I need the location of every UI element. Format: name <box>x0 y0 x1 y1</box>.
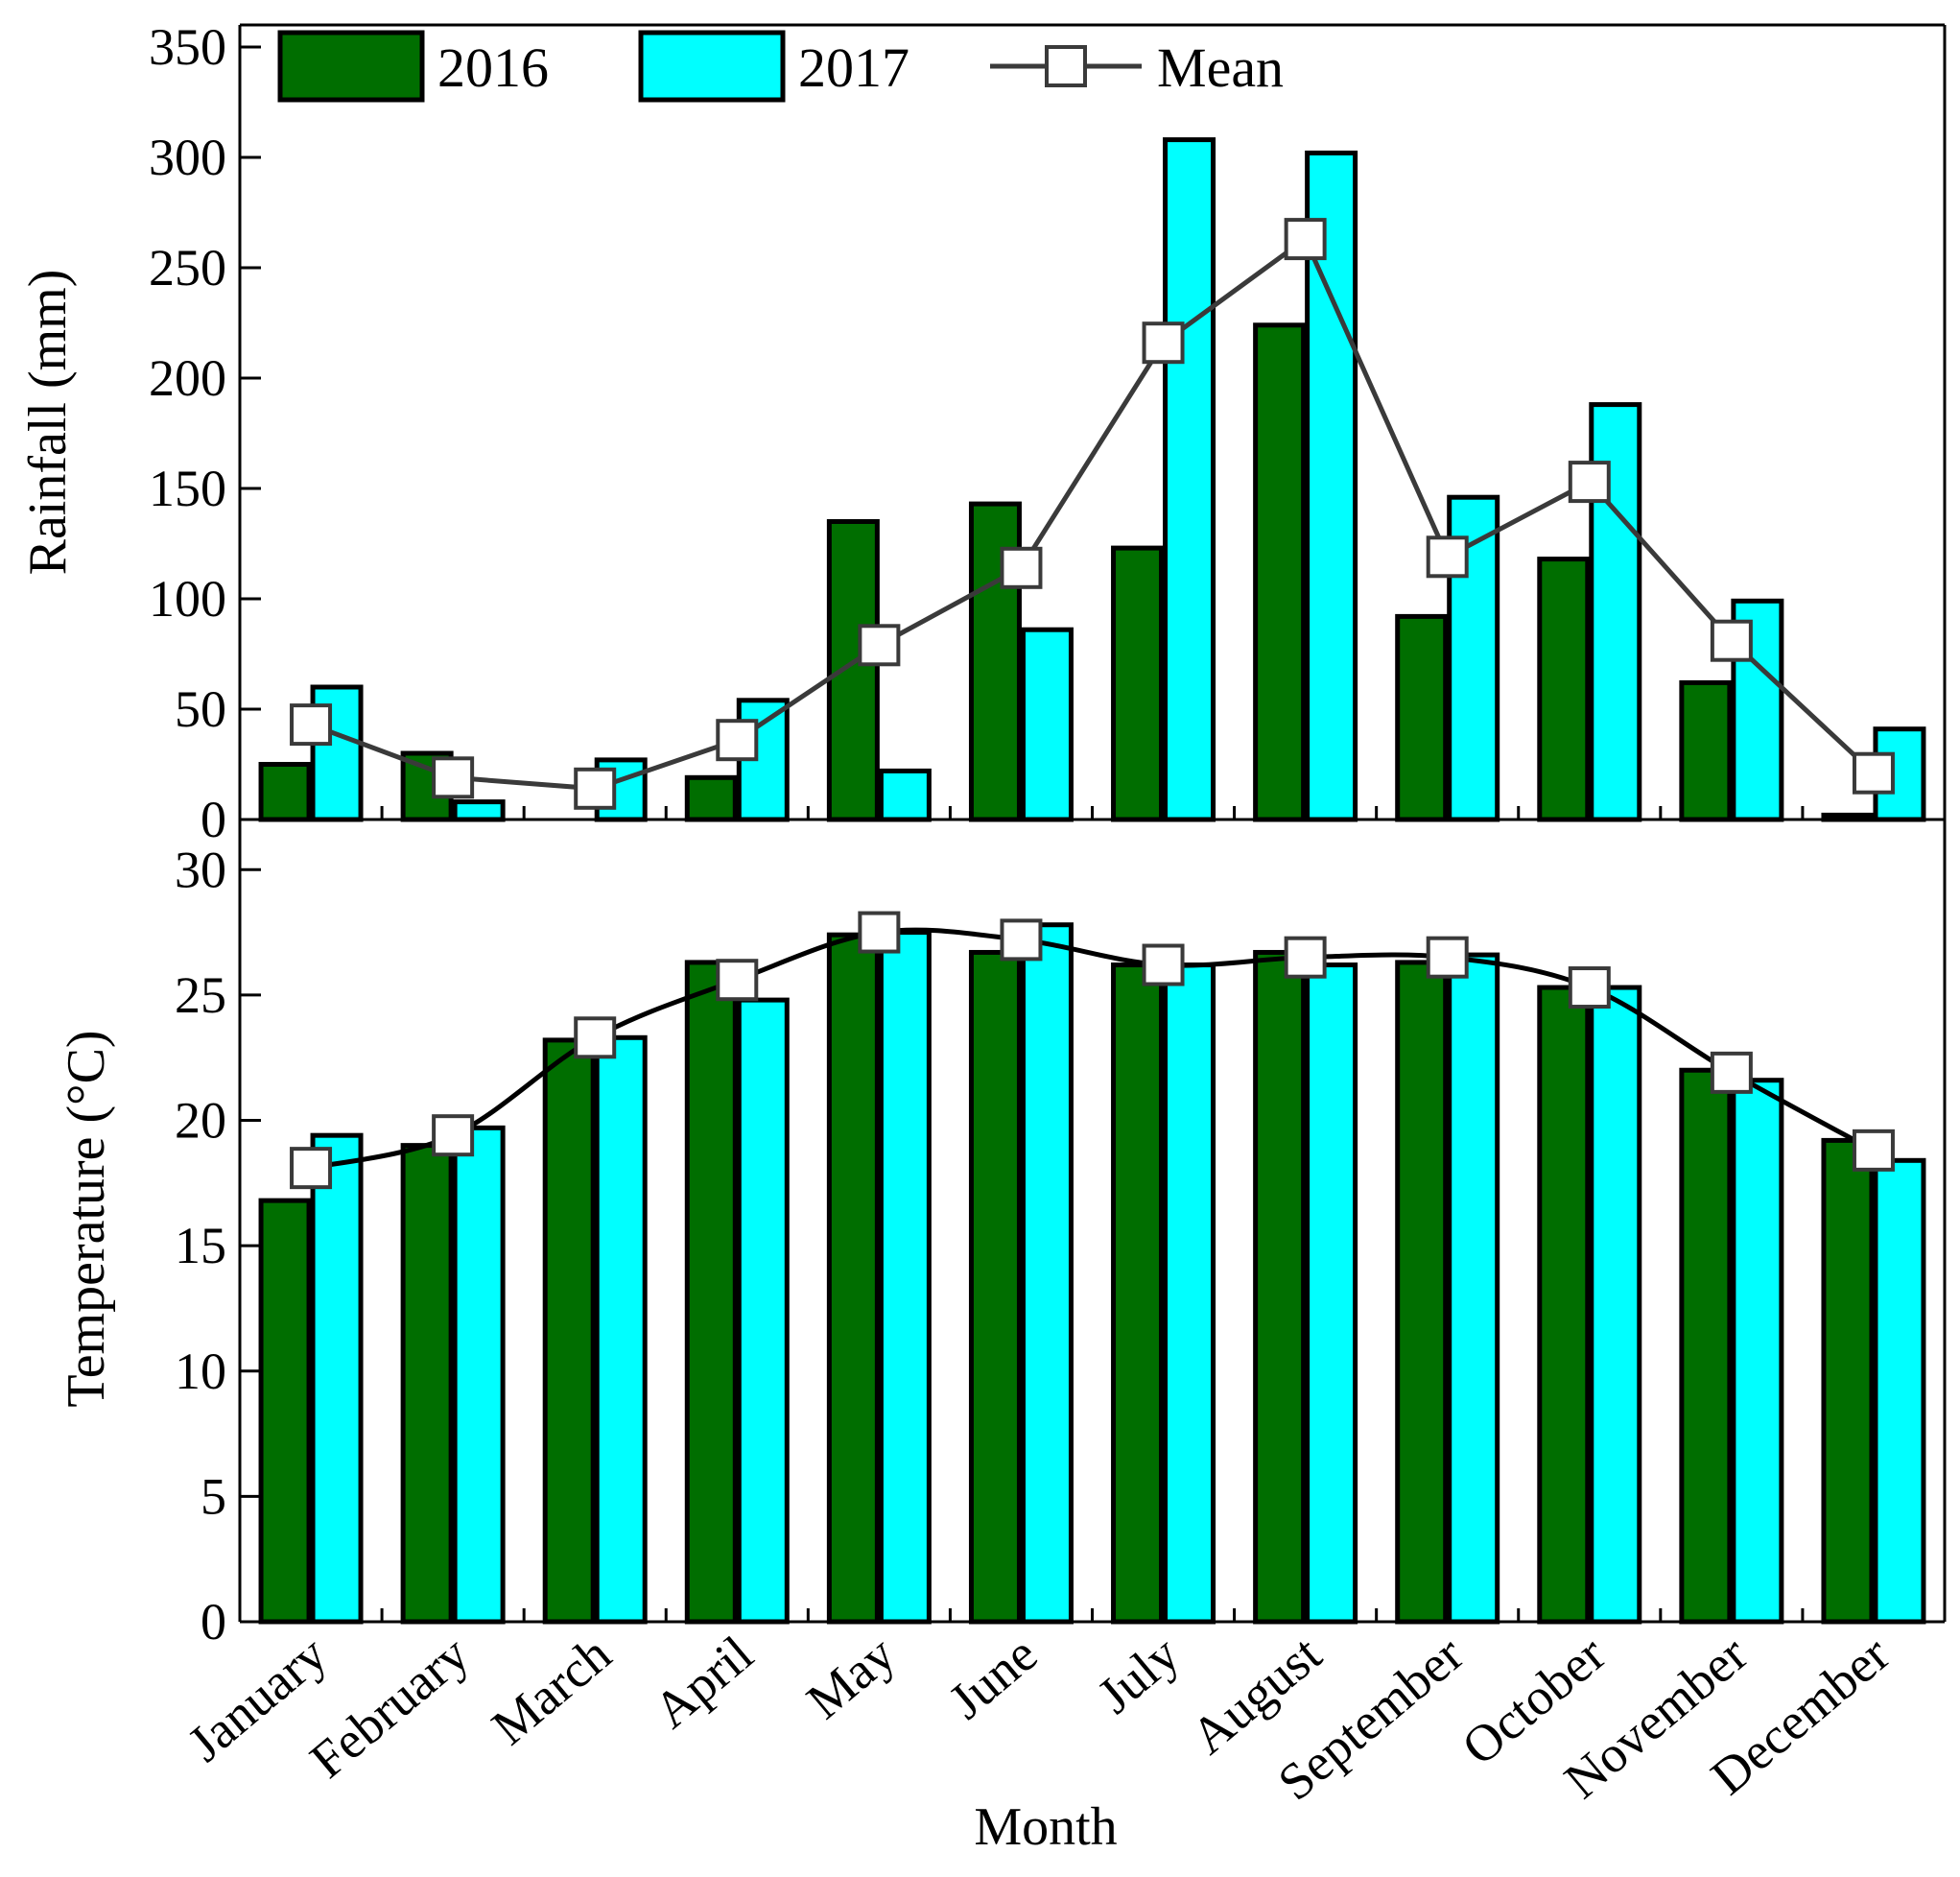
temperature-mean-marker-march <box>574 1016 617 1059</box>
legend-swatch-2016 <box>277 30 425 103</box>
rainfall-y-tick-label: 150 <box>149 460 226 517</box>
rainfall-bar-2016-may <box>826 519 880 822</box>
temperature-bar-2017-july <box>1163 962 1216 1625</box>
temperature-y-tick-label: 5 <box>201 1467 226 1525</box>
temperature-bar-2016-november <box>1679 1067 1733 1625</box>
temperature-mean-marker-november <box>1710 1051 1753 1094</box>
rainfall-mean-marker-july <box>1142 321 1185 365</box>
temperature-bar-2017-october <box>1589 985 1642 1625</box>
rainfall-y-tick-label: 300 <box>149 129 226 186</box>
temperature-mean-line <box>310 927 1876 1171</box>
temperature-y-tick-label: 20 <box>175 1092 226 1150</box>
temperature-mean-marker-july <box>1142 943 1185 986</box>
rainfall-mean-marker-june <box>1000 546 1043 589</box>
temperature-bar-2016-may <box>826 932 880 1625</box>
rainfall-bar-2016-july <box>1111 545 1165 822</box>
rainfall-mean-marker-august <box>1284 218 1327 261</box>
temperature-mean-marker-october <box>1568 966 1611 1010</box>
rainfall-bar-2016-april <box>684 774 738 822</box>
temperature-bar-2016-june <box>968 949 1022 1625</box>
rainfall-mean-marker-november <box>1710 619 1753 662</box>
temperature-y-tick-label: 0 <box>201 1593 226 1651</box>
rainfall-bar-2017-february <box>452 799 506 822</box>
rainfall-mean-marker-january <box>290 703 333 747</box>
rainfall-mean-marker-october <box>1568 461 1611 504</box>
temperature-mean-marker-february <box>432 1114 475 1157</box>
temperature-y-tick-label: 25 <box>175 966 226 1024</box>
temperature-mean-marker-september <box>1426 936 1469 979</box>
temperature-bar-2017-february <box>452 1125 506 1625</box>
temperature-bar-2017-january <box>310 1132 364 1625</box>
temperature-bar-2017-march <box>594 1034 648 1625</box>
legend: 2016 2017 Mean <box>277 30 1284 103</box>
temperature-bar-2016-august <box>1253 949 1307 1625</box>
temperature-y-tick-label: 30 <box>175 841 226 898</box>
rainfall-mean-line <box>310 235 1876 792</box>
rainfall-bar-2017-may <box>878 768 932 822</box>
temperature-bar-2016-october <box>1537 985 1591 1625</box>
rainfall-y-tick-label: 100 <box>149 570 226 628</box>
rainfall-mean-marker-may <box>858 624 901 667</box>
temperature-y-axis-label: Temperature (°C) <box>57 1030 116 1407</box>
rainfall-y-tick-label: 350 <box>149 18 226 76</box>
rainfall-y-axis-label: Rainfall (mm) <box>18 270 78 576</box>
temperature-bar-2017-december <box>1873 1157 1926 1625</box>
legend-swatch-2017 <box>638 30 786 103</box>
rainfall-mean-marker-february <box>432 756 475 799</box>
temperature-bar-2017-september <box>1447 952 1500 1625</box>
temperature-bar-2016-december <box>1821 1137 1875 1625</box>
rainfall-y-tick-label: 0 <box>201 791 226 848</box>
temperature-bar-2016-march <box>542 1037 596 1625</box>
rainfall-bar-2016-november <box>1679 679 1733 822</box>
temperature-bar-2017-august <box>1305 962 1358 1625</box>
legend-label-2017: 2017 <box>798 36 909 99</box>
temperature-mean-marker-december <box>1852 1129 1895 1172</box>
rainfall-bar-2017-july <box>1163 137 1216 822</box>
temperature-mean-marker-january <box>290 1147 333 1190</box>
temperature-mean-marker-august <box>1284 936 1327 979</box>
temperature-mean-marker-may <box>858 911 901 954</box>
rainfall-panel: 0 50 100 150 200 250 300 350 <box>149 18 1947 848</box>
rainfall-bar-2016-october <box>1537 557 1591 822</box>
rainfall-y-tick-label: 200 <box>149 349 226 407</box>
temperature-bar-2017-april <box>736 997 790 1625</box>
temperature-y-tick-label: 15 <box>175 1217 226 1274</box>
rainfall-mean-marker-march <box>574 767 617 810</box>
temperature-mean-marker-june <box>1000 918 1043 962</box>
legend-mean-marker <box>1045 45 1087 87</box>
temperature-bar-2016-january <box>258 1198 312 1625</box>
temperature-bar-2016-april <box>684 960 738 1625</box>
rainfall-y-tick-label: 250 <box>149 239 226 297</box>
rainfall-mean-marker-september <box>1426 535 1469 579</box>
rainfall-bar-2016-january <box>258 762 312 822</box>
legend-label-mean: Mean <box>1157 36 1284 99</box>
legend-label-2016: 2016 <box>437 36 549 99</box>
temperature-mean-marker-april <box>716 959 759 1002</box>
rainfall-bar-2016-august <box>1253 322 1307 822</box>
temperature-y-tick-label: 10 <box>175 1342 226 1400</box>
temperature-bar-2016-july <box>1111 962 1165 1625</box>
rainfall-mean-marker-april <box>716 719 759 762</box>
temperature-panel: 0 5 10 15 20 25 30 <box>175 818 1947 1651</box>
rainfall-bar-2017-june <box>1020 627 1074 822</box>
rainfall-mean-marker-december <box>1852 751 1895 795</box>
rainfall-y-tick-label: 50 <box>175 680 226 738</box>
temperature-bar-2016-february <box>400 1143 454 1625</box>
temperature-bar-2017-november <box>1731 1078 1784 1625</box>
temperature-bar-2017-june <box>1020 922 1074 1625</box>
rainfall-bar-2016-september <box>1395 613 1449 822</box>
temperature-bar-2016-september <box>1395 960 1449 1625</box>
x-axis-label: Month <box>974 1797 1117 1857</box>
temperature-bar-2017-may <box>878 930 932 1625</box>
